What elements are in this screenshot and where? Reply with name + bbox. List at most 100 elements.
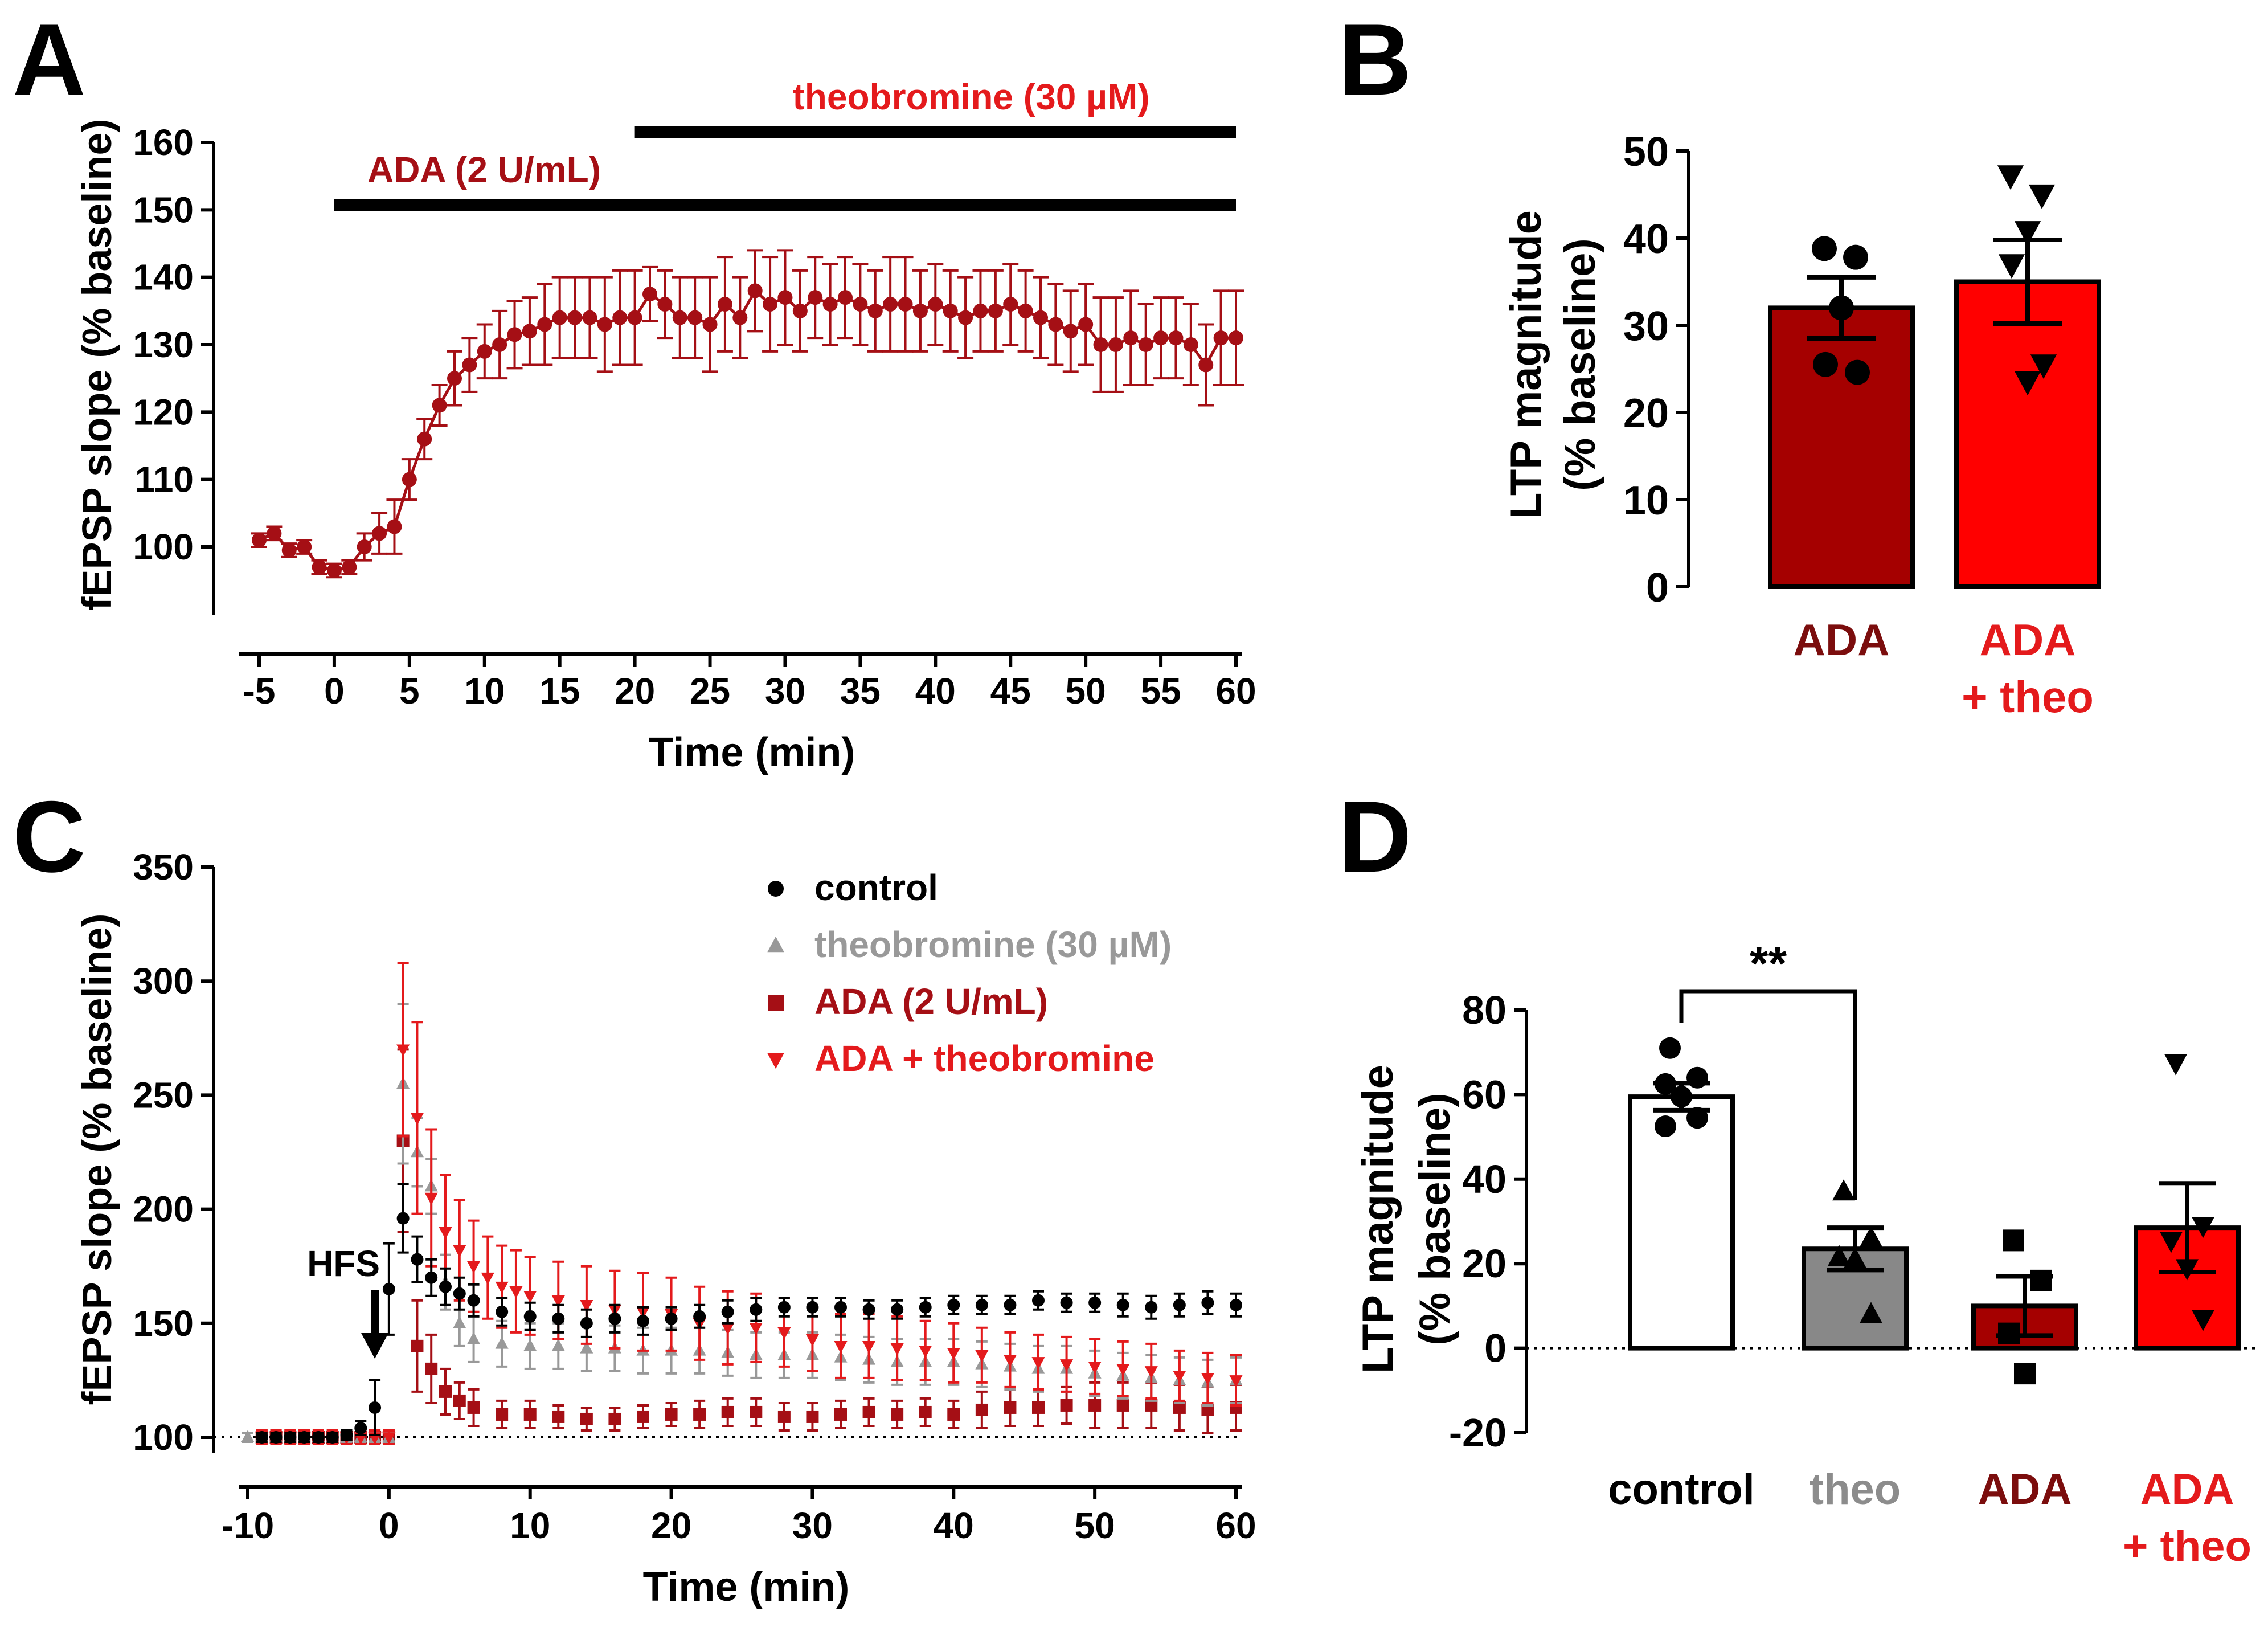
data-point [417,431,432,447]
hfs-arrow-head [361,1333,389,1359]
y-tick-label: 10 [1623,478,1669,524]
x-tick-label: 15 [539,671,580,712]
data-point [312,559,327,575]
data-point [2028,184,2056,209]
y-tick-label: -20 [1449,1411,1506,1455]
data-point [1003,1355,1017,1367]
data-point [665,1312,678,1325]
data-point [522,324,537,339]
data-point [507,327,522,342]
data-point [808,290,823,305]
x-axis-title: Time (min) [649,730,855,775]
data-point [721,1305,734,1318]
data-point [425,1362,438,1375]
y-tick-label: 150 [133,1303,194,1344]
data-point [396,1212,410,1225]
y-tick-label: 350 [133,847,194,888]
data-point [269,1431,283,1444]
legend-label: control [814,867,938,908]
data-point [1088,1362,1102,1374]
data-point [1088,1296,1102,1309]
data-point [792,303,808,318]
x-tick-label: 60 [1215,1505,1256,1546]
x-tick-label: 0 [379,1505,399,1546]
data-point [369,1401,382,1414]
data-point [853,297,868,312]
x-tick-label: 30 [765,671,805,712]
data-point [747,283,763,299]
data-point [1173,1401,1186,1414]
y-tick-label: 80 [1462,988,1506,1032]
x-tick-label: 50 [1066,671,1106,712]
data-point [1078,317,1094,332]
data-point [241,1430,255,1442]
data-point [612,310,628,325]
data-point [750,1303,763,1316]
data-point [1033,310,1048,325]
data-point [834,1301,847,1314]
data-point [717,297,732,312]
data-point [1812,236,1837,261]
y-tick-label: 100 [133,526,194,567]
data-point [806,1301,819,1314]
y-tick-label: 160 [133,122,194,163]
data-point [891,1408,904,1421]
data-point [495,1336,509,1349]
series-line [258,288,1236,572]
data-point [357,539,372,554]
data-point [496,1305,509,1318]
data-point [326,1431,339,1444]
data-point [2192,1310,2214,1331]
panel-c-chart: 100 150 200 250 300 350 -10 0 10 20 30 40 50 60 Time (… [75,847,1256,1610]
y-tick-label: 0 [1646,565,1669,611]
data-point [453,1245,466,1258]
y-tick-label: 140 [133,257,194,298]
data-point [1655,1073,1676,1095]
data-point [281,542,297,558]
data-point [439,1227,452,1240]
data-point [1153,330,1169,346]
data-point [721,1323,735,1335]
data-point [693,1408,706,1421]
data-point [1116,1364,1130,1376]
x-tick-label: 45 [990,671,1031,712]
data-point [943,303,958,318]
data-point [1173,1298,1186,1311]
data-point [608,1412,621,1425]
treatment-label: theobromine (30 µM) [792,76,1149,117]
data-point [1229,330,1243,346]
x-tick-label: 20 [615,671,655,712]
category-label: ADA [1794,615,1890,665]
x-tick-label: 55 [1140,671,1181,712]
y-tick-label: 0 [1484,1326,1506,1371]
y-tick-label: 200 [133,1189,194,1230]
data-point [862,1303,875,1316]
data-point [1860,1302,1882,1323]
y-tick-label: 130 [133,324,194,365]
data-point [912,303,928,318]
data-point [1173,1371,1186,1383]
data-point [1063,324,1078,339]
data-point [1144,1366,1158,1379]
data-point [2164,1054,2187,1076]
data-point [467,1332,481,1344]
data-point [552,1410,565,1423]
x-tick-label: 25 [690,671,730,712]
data-point [867,303,883,318]
data-point [687,310,703,325]
x-tick-label: 50 [1075,1505,1115,1546]
data-point [1048,317,1063,332]
data-point [862,1341,876,1354]
data-point [1060,1296,1073,1309]
data-point [1060,1359,1074,1372]
data-point [567,310,583,325]
data-point [777,1327,791,1340]
hfs-label: HFS [307,1243,380,1284]
category-label: ADA [2140,1465,2234,1514]
data-point [975,1298,988,1311]
data-point [453,1287,466,1300]
data-point [284,1431,297,1444]
data-point [1829,295,1854,321]
data-point [975,1350,989,1363]
data-point [477,344,492,359]
